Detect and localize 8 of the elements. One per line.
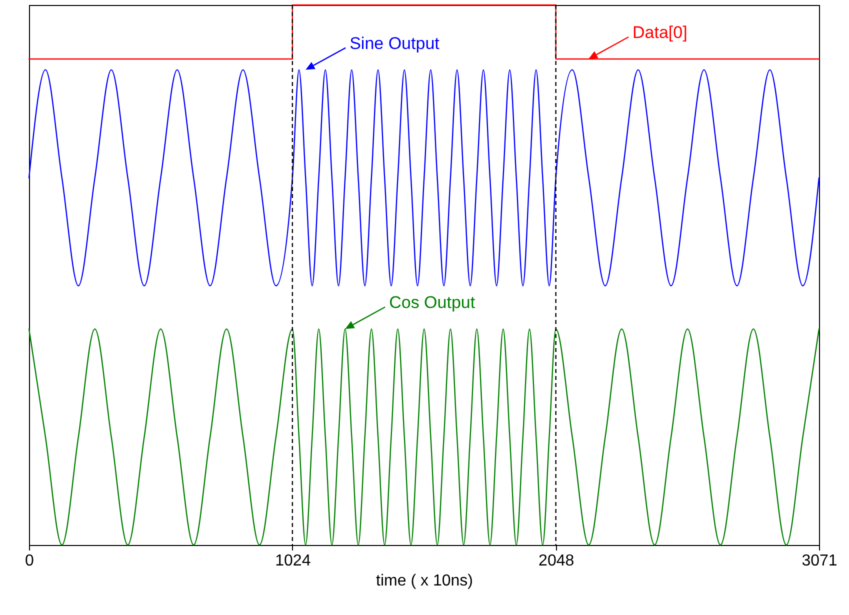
x-tick-label: 0 [25,552,34,570]
x-tick-label: 2048 [538,552,574,570]
x-tick-label: 3071 [802,552,838,570]
annotation: Data[0] [632,23,688,42]
annotation: Sine Output [350,34,440,53]
x-tick-label: 1024 [275,552,311,570]
x-axis-title: time ( x 10ns) [376,572,473,590]
annotation: Cos Output [389,293,476,312]
